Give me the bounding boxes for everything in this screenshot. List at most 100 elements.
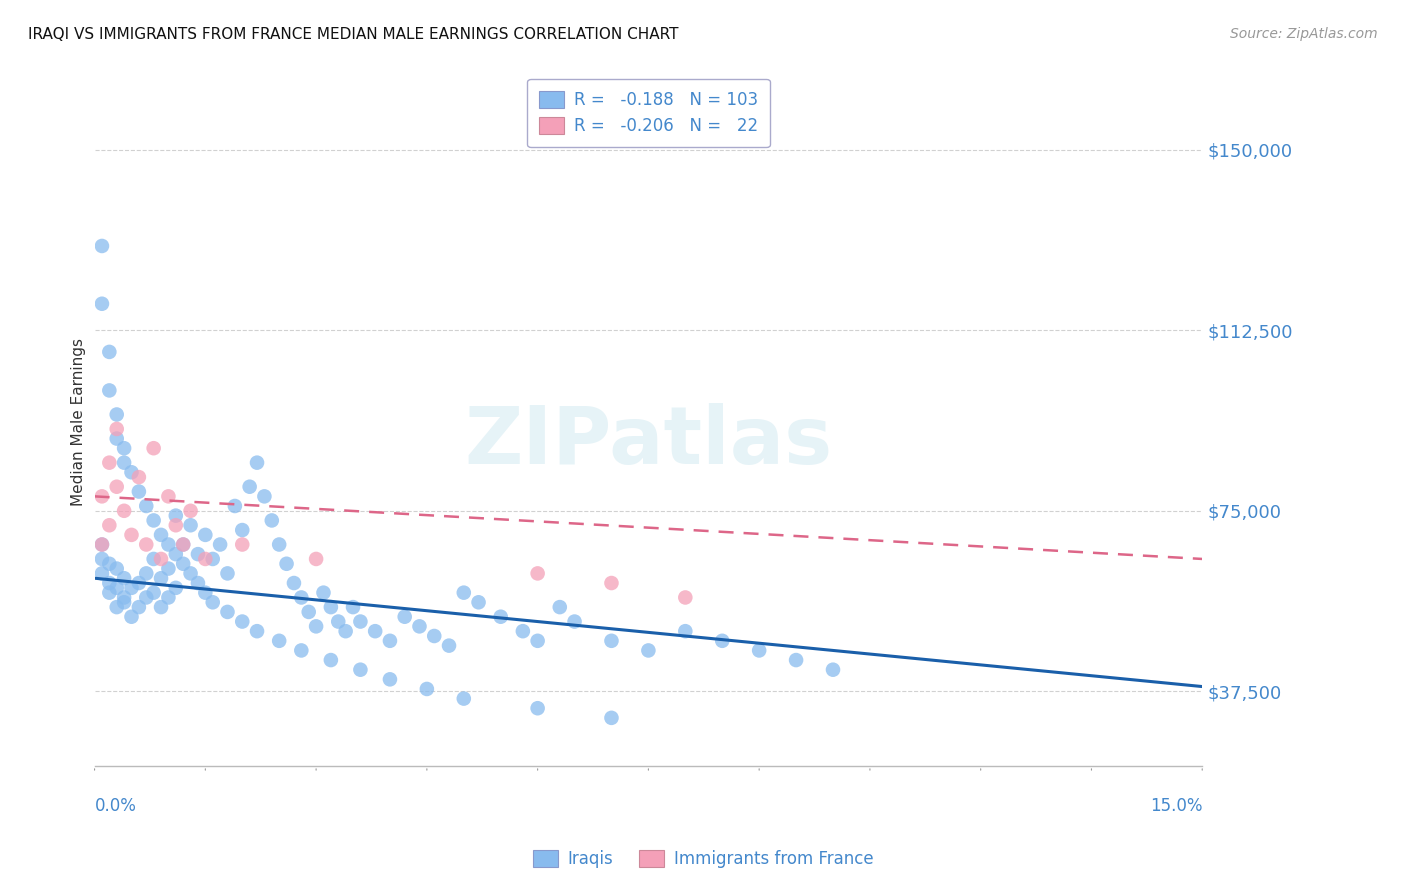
Point: [105, 422, 128, 436]
Point: [194, 528, 217, 542]
Text: IRAQI VS IMMIGRANTS FROM FRANCE MEDIAN MALE EARNINGS CORRELATION CHART: IRAQI VS IMMIGRANTS FROM FRANCE MEDIAN M…: [28, 27, 679, 42]
Point: [246, 624, 269, 639]
Point: [437, 639, 460, 653]
Text: Source: ZipAtlas.com: Source: ZipAtlas.com: [1230, 27, 1378, 41]
Point: [172, 537, 194, 551]
Point: [312, 585, 335, 599]
Point: [112, 441, 135, 455]
Point: [142, 585, 165, 599]
Point: [269, 633, 291, 648]
Point: [112, 571, 135, 585]
Point: [217, 605, 239, 619]
Point: [128, 470, 150, 484]
Point: [121, 465, 143, 479]
Point: [224, 499, 246, 513]
Point: [91, 239, 114, 253]
Point: [600, 711, 623, 725]
Point: [453, 585, 475, 599]
Point: [319, 653, 342, 667]
Point: [423, 629, 446, 643]
Point: [142, 552, 165, 566]
Point: [253, 489, 276, 503]
Point: [112, 504, 135, 518]
Point: [785, 653, 807, 667]
Point: [180, 518, 202, 533]
Point: [98, 585, 121, 599]
Point: [600, 633, 623, 648]
Point: [121, 528, 143, 542]
Point: [217, 566, 239, 581]
Point: [187, 547, 209, 561]
Point: [105, 600, 128, 615]
Point: [408, 619, 430, 633]
Point: [157, 591, 180, 605]
Point: [194, 585, 217, 599]
Point: [135, 537, 157, 551]
Point: [748, 643, 770, 657]
Point: [231, 523, 253, 537]
Point: [637, 643, 659, 657]
Point: [91, 537, 114, 551]
Point: [91, 566, 114, 581]
Point: [209, 537, 232, 551]
Point: [276, 557, 298, 571]
Legend: R =   -0.188   N = 103, R =   -0.206   N =   22: R = -0.188 N = 103, R = -0.206 N = 22: [527, 78, 769, 147]
Point: [526, 701, 548, 715]
Point: [239, 480, 262, 494]
Point: [467, 595, 489, 609]
Point: [165, 581, 187, 595]
Point: [135, 566, 157, 581]
Point: [673, 591, 696, 605]
Point: [128, 484, 150, 499]
Point: [157, 561, 180, 575]
Point: [305, 552, 328, 566]
Point: [269, 537, 291, 551]
Point: [112, 456, 135, 470]
Point: [600, 576, 623, 591]
Point: [105, 432, 128, 446]
Point: [305, 619, 328, 633]
Point: [283, 576, 305, 591]
Point: [489, 609, 512, 624]
Point: [157, 489, 180, 503]
Point: [165, 518, 187, 533]
Point: [150, 528, 173, 542]
Point: [711, 633, 734, 648]
Point: [180, 504, 202, 518]
Point: [194, 552, 217, 566]
Point: [150, 552, 173, 566]
Text: 15.0%: 15.0%: [1150, 797, 1202, 814]
Point: [98, 557, 121, 571]
Point: [98, 456, 121, 470]
Point: [335, 624, 357, 639]
Point: [378, 633, 401, 648]
Point: [121, 609, 143, 624]
Text: 0.0%: 0.0%: [94, 797, 136, 814]
Point: [821, 663, 844, 677]
Y-axis label: Median Male Earnings: Median Male Earnings: [72, 338, 86, 506]
Point: [201, 552, 224, 566]
Point: [112, 591, 135, 605]
Point: [142, 513, 165, 527]
Point: [172, 557, 194, 571]
Point: [105, 581, 128, 595]
Point: [180, 566, 202, 581]
Point: [349, 615, 371, 629]
Point: [91, 552, 114, 566]
Point: [165, 547, 187, 561]
Point: [135, 591, 157, 605]
Point: [112, 595, 135, 609]
Point: [526, 633, 548, 648]
Point: [172, 537, 194, 551]
Point: [290, 591, 312, 605]
Point: [142, 441, 165, 455]
Point: [128, 576, 150, 591]
Point: [349, 663, 371, 677]
Point: [165, 508, 187, 523]
Point: [105, 408, 128, 422]
Point: [150, 571, 173, 585]
Point: [416, 681, 439, 696]
Point: [201, 595, 224, 609]
Point: [319, 600, 342, 615]
Point: [187, 576, 209, 591]
